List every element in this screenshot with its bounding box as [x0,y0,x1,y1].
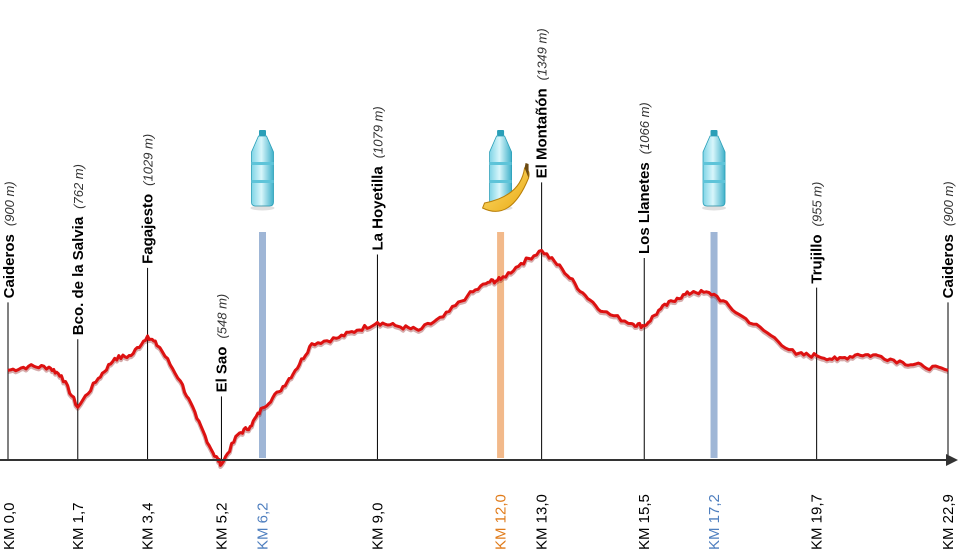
km-label: KM 13,0 [534,494,551,550]
waypoint-altitude: (548 m) [214,294,229,339]
km-label: KM 19,7 [809,494,826,550]
waypoint-altitude: (1066 m) [637,102,652,154]
supply-bar-food [497,232,505,458]
waypoint-label: La Hoyetilla (1079 m) [369,106,386,250]
waypoint-altitude: (1029 m) [141,134,156,186]
km-label: KM 9,0 [369,502,386,550]
waypoint-altitude: (1349 m) [535,28,550,80]
waypoint-altitude: (955 m) [810,182,825,227]
supply-bar-water [710,232,718,458]
waypoint-name: Bco. de la Salvia [70,216,87,335]
water-bottle-icon [250,130,275,211]
km-label: KM 5,2 [213,502,230,550]
banana-stem-icon [524,163,529,178]
km-label: KM 12,0 [493,494,510,550]
waypoint-name: La Hoyetilla [369,166,386,251]
waypoint-altitude: (900 m) [941,181,956,226]
waypoint-altitude: (900 m) [2,181,17,226]
waypoint-label: Caideros (900 m) [1,181,18,298]
km-label: KM 15,5 [636,494,653,550]
km-label: KM 17,2 [706,494,723,550]
km-label: KM 22,9 [940,494,957,550]
waypoint-label: Caideros (900 m) [940,181,957,298]
waypoint-label: El Sao (548 m) [213,294,230,393]
waypoint-name: Trujillo [809,234,826,283]
waypoint-label: Trujillo (955 m) [809,182,826,284]
supply-bar-water [258,232,266,458]
km-label: KM 1,7 [70,502,87,550]
waypoint-label: Los Llanetes (1066 m) [636,102,653,254]
km-label: KM 0,0 [1,502,18,550]
waypoint-altitude: (762 m) [71,164,86,209]
waypoint-altitude: (1079 m) [370,106,385,158]
km-label: KM 6,2 [254,502,271,550]
waypoint-name: El Montañón [534,88,551,178]
waypoint-name: Fagajesto [140,194,157,264]
elevation-profile-shadow [7,249,949,469]
waypoint-name: Caideros [940,234,957,298]
water-bottle-icon [702,130,727,211]
waypoint-label: Bco. de la Salvia (762 m) [70,164,87,335]
km-label: KM 3,4 [140,502,157,550]
waypoint-name: El Sao [213,347,230,393]
waypoint-name: Los Llanetes [636,162,653,254]
elevation-profile-line [7,248,949,467]
waypoint-label: El Montañón (1349 m) [534,28,551,178]
waypoint-label: Fagajesto (1029 m) [140,134,157,264]
waypoint-name: Caideros [1,234,18,298]
x-axis-arrow-icon [946,454,958,466]
